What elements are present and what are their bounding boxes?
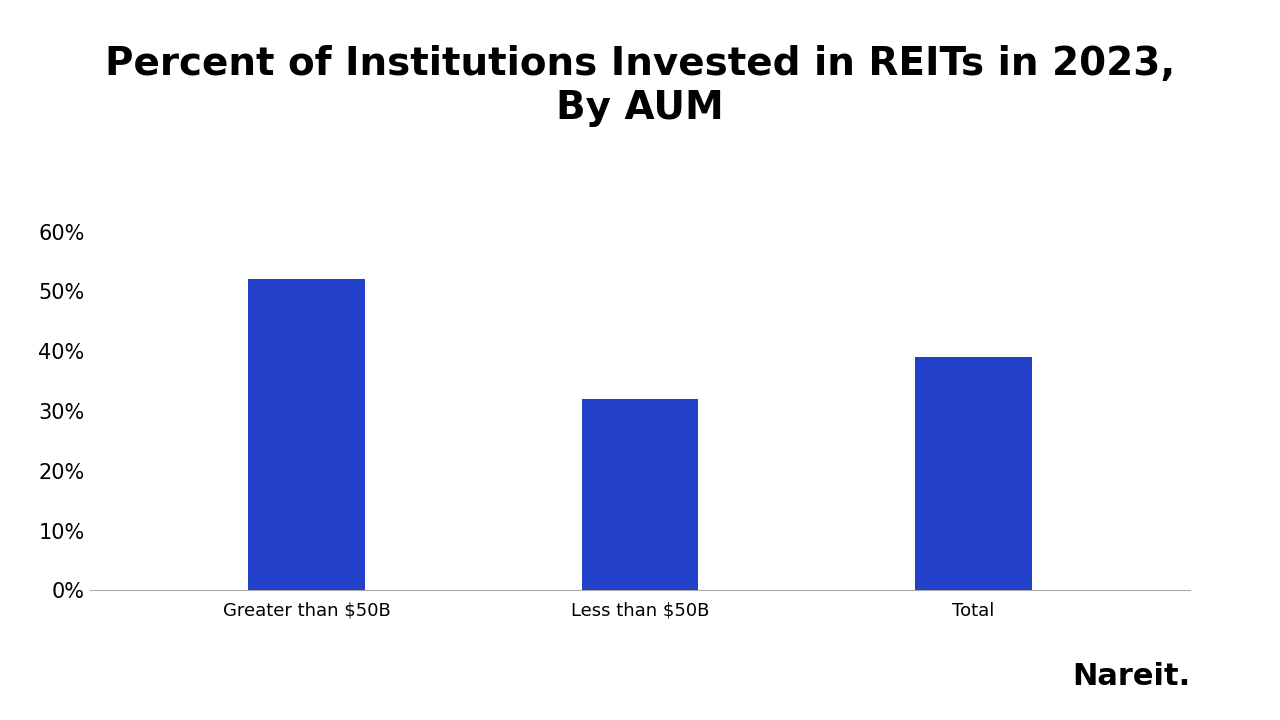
Bar bbox=[248, 279, 365, 590]
Text: Percent of Institutions Invested in REITs in 2023,
By AUM: Percent of Institutions Invested in REIT… bbox=[105, 45, 1175, 127]
Text: Nareit.: Nareit. bbox=[1073, 662, 1190, 691]
Bar bbox=[915, 357, 1032, 590]
Bar bbox=[581, 399, 699, 590]
